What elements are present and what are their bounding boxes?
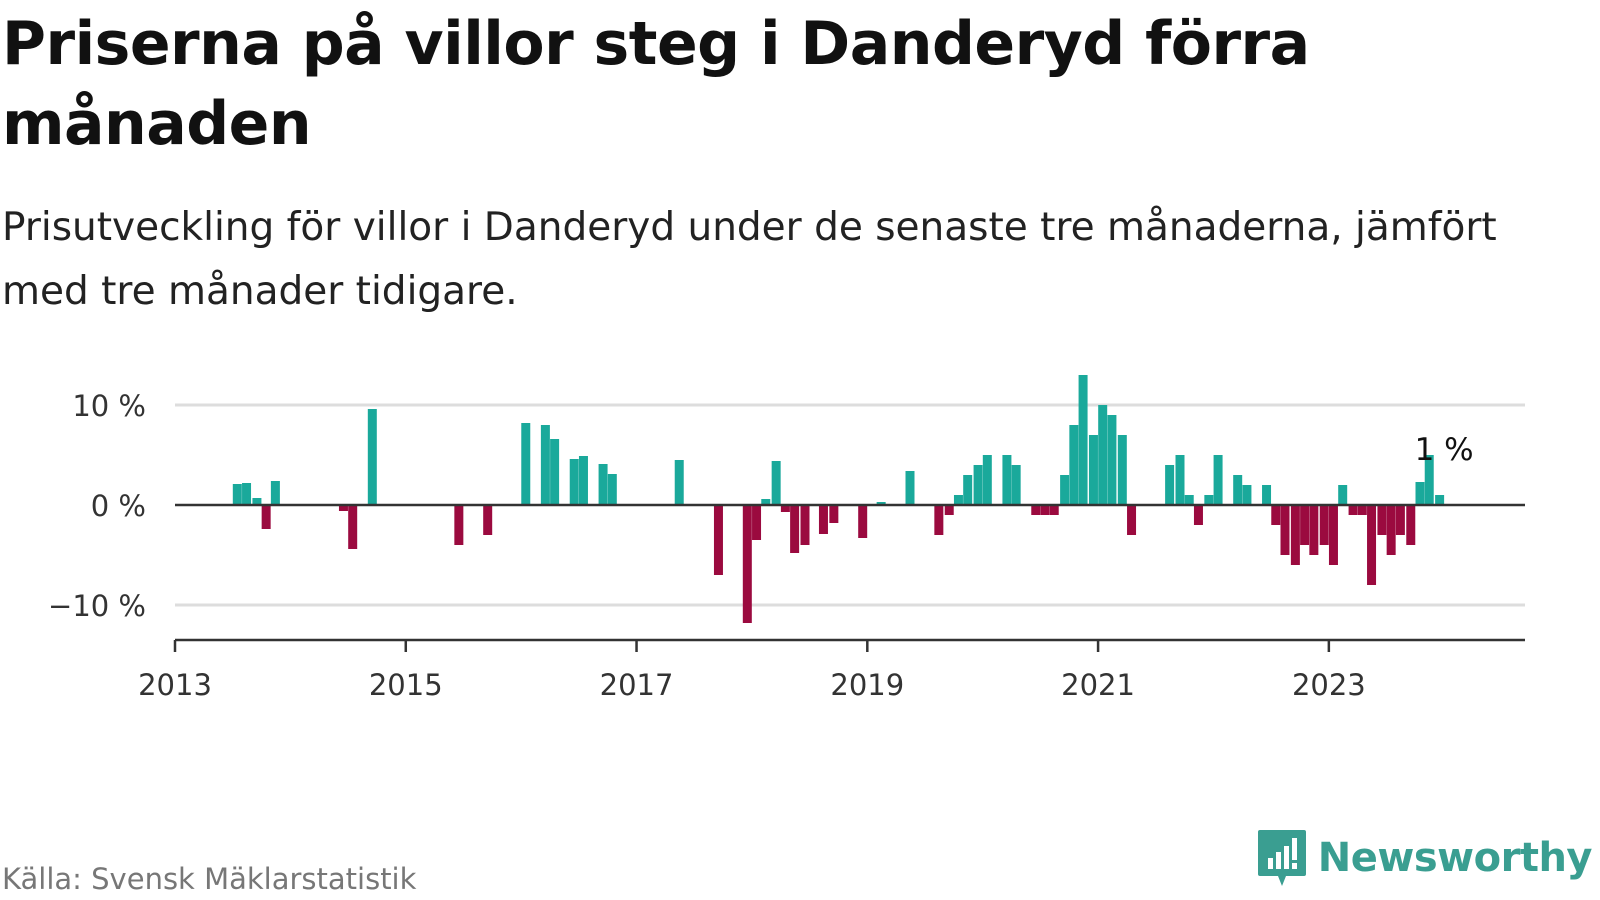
last-value-label: 1 % <box>1415 432 1474 468</box>
bar <box>934 505 944 535</box>
bar <box>550 439 560 505</box>
bar <box>1069 425 1079 505</box>
bar <box>1377 505 1387 535</box>
gridlines <box>175 403 1525 607</box>
bar <box>1060 475 1070 505</box>
bar <box>752 505 762 540</box>
bar <box>1213 455 1223 505</box>
bar <box>1309 505 1319 555</box>
chart-subtitle: Prisutveckling för villor i Danderyd und… <box>2 205 1497 314</box>
bar <box>761 499 771 505</box>
bar <box>1348 505 1358 515</box>
bar <box>780 505 790 512</box>
bar <box>1435 495 1445 505</box>
bar <box>1328 505 1338 565</box>
bar <box>1193 505 1203 525</box>
bar-chart: 10 % 0 % −10 % 2013 2015 2017 2019 2021 2023 1 % <box>48 375 1525 702</box>
source-note: Källa: Svensk Mäklarstatistik <box>2 862 417 896</box>
bar <box>1357 505 1367 515</box>
bar <box>953 495 963 505</box>
bar <box>1319 505 1329 545</box>
bar <box>1338 485 1348 505</box>
bar <box>1395 505 1405 535</box>
bar <box>1424 455 1434 505</box>
bar <box>1002 455 1012 505</box>
bar <box>1011 465 1021 505</box>
bar <box>905 471 915 505</box>
bar <box>1271 505 1281 525</box>
bar <box>1175 455 1185 505</box>
bar <box>607 474 617 505</box>
brand-logo: Newsworthy <box>1256 828 1593 888</box>
bar <box>242 483 252 505</box>
bar <box>1165 465 1175 505</box>
bar <box>569 459 579 505</box>
bar <box>1040 505 1050 515</box>
brand-name: Newsworthy <box>1317 835 1593 881</box>
bar <box>1233 475 1243 505</box>
x-tick-label: 2015 <box>369 668 443 702</box>
tick-labels: 10 % 0 % −10 % 2013 2015 2017 2019 2021 2023 1 % <box>48 389 1474 702</box>
bar <box>674 460 684 505</box>
y-tick-label: 10 % <box>72 389 146 423</box>
bar <box>1078 375 1088 505</box>
bar <box>1031 505 1041 515</box>
bar <box>1127 505 1137 535</box>
x-tick-label: 2013 <box>138 668 212 702</box>
x-tick-label: 2023 <box>1292 668 1366 702</box>
bar <box>1262 485 1272 505</box>
bar <box>1107 415 1117 505</box>
bar <box>858 505 868 538</box>
bar <box>963 475 973 505</box>
bar <box>982 455 992 505</box>
bar <box>1300 505 1310 545</box>
bar <box>483 505 493 535</box>
bar <box>521 423 531 505</box>
bar <box>1406 505 1416 545</box>
bar <box>713 505 723 575</box>
bar <box>261 505 271 529</box>
bar <box>800 505 810 545</box>
bar <box>944 505 954 515</box>
bar <box>598 464 608 505</box>
bar <box>742 505 752 623</box>
bar <box>1367 505 1377 585</box>
bar <box>771 461 781 505</box>
bar <box>454 505 464 545</box>
bar <box>540 425 550 505</box>
bar <box>1242 485 1252 505</box>
newsworthy-logo-icon <box>1257 830 1306 886</box>
bar <box>270 481 280 505</box>
bar <box>367 409 377 505</box>
bar <box>1386 505 1396 555</box>
bar <box>578 456 588 505</box>
bar <box>1280 505 1290 555</box>
x-tick-label: 2021 <box>1061 668 1135 702</box>
bar <box>876 502 886 505</box>
x-tick-label: 2019 <box>830 668 904 702</box>
y-tick-label: 0 % <box>91 489 146 523</box>
bar <box>1415 482 1425 505</box>
y-tick-label: −10 % <box>48 589 146 623</box>
bar <box>818 505 828 534</box>
bar <box>338 505 348 511</box>
bar <box>973 465 983 505</box>
bar <box>348 505 358 549</box>
bar <box>1049 505 1059 515</box>
bar <box>1290 505 1300 565</box>
bar <box>1184 495 1194 505</box>
axes <box>173 503 1525 652</box>
chart-title: Priserna på villor steg i Danderyd förra… <box>2 9 1310 159</box>
bars <box>232 375 1445 623</box>
x-tick-label: 2017 <box>600 668 674 702</box>
bar <box>232 484 242 505</box>
bar <box>1117 435 1127 505</box>
bar <box>1088 435 1098 505</box>
bar <box>1098 405 1108 505</box>
bar <box>1204 495 1214 505</box>
bar <box>790 505 800 553</box>
bar <box>829 505 839 523</box>
bar <box>252 498 262 505</box>
